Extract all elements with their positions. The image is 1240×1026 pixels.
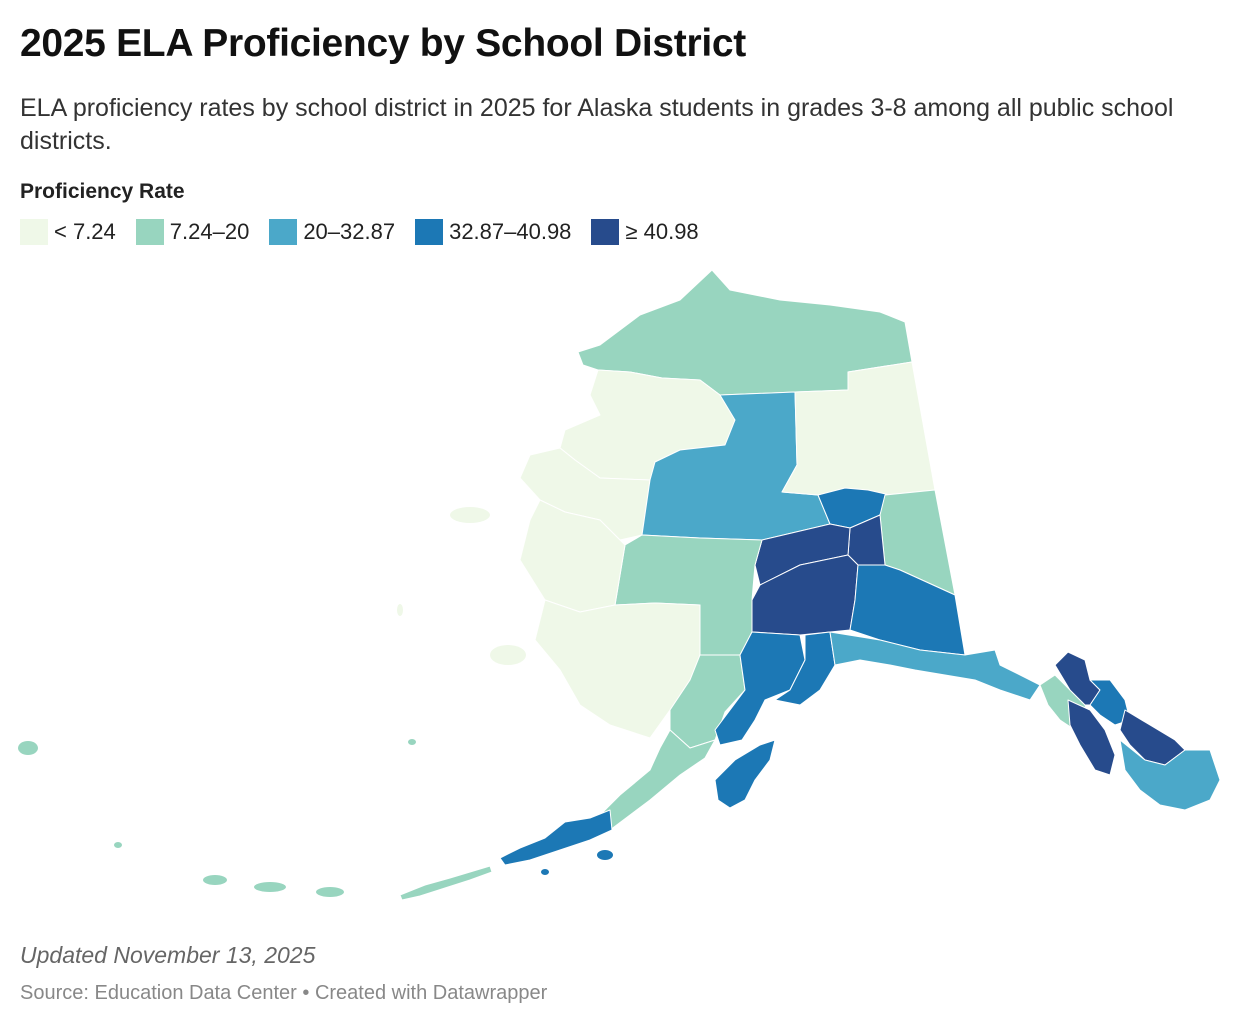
island-atka <box>316 887 344 897</box>
district-region[interactable] <box>829 631 1041 701</box>
legend-swatch <box>20 219 48 245</box>
legend-label: 32.87–40.98 <box>449 219 572 244</box>
district-region[interactable] <box>599 729 716 831</box>
district-region[interactable] <box>1119 739 1221 811</box>
legend-swatch <box>415 219 444 245</box>
island-rat-islands <box>203 875 227 885</box>
legend-label: < 7.24 <box>54 219 116 244</box>
district-region[interactable] <box>1067 699 1116 776</box>
island-st-lawrence <box>450 507 490 523</box>
source-note: Source: Education Data Center • Created … <box>20 982 548 1004</box>
alaska-district-map <box>18 269 1221 901</box>
island-attu <box>18 741 38 755</box>
legend-item-bin-2: 7.24–20 <box>135 219 250 245</box>
legend-label: ≥ 40.98 <box>625 219 699 244</box>
island-sanak <box>541 869 549 875</box>
district-region[interactable] <box>499 809 613 866</box>
legend-item-bin-3: 20–32.87 <box>269 219 395 245</box>
legend: < 7.24 7.24–20 20–32.87 32.87–40.98 ≥ 40… <box>20 219 719 245</box>
legend-swatch <box>591 219 620 245</box>
island-nunivak <box>490 645 526 665</box>
legend-label: 7.24–20 <box>169 219 250 244</box>
district-region[interactable] <box>399 865 493 901</box>
legend-swatch <box>269 219 298 245</box>
district-region[interactable] <box>519 447 651 541</box>
island-shumagin <box>597 850 613 860</box>
district-region[interactable] <box>714 631 806 746</box>
island-pribilof <box>408 739 416 745</box>
island-st-matthew <box>397 604 403 616</box>
chart-title: 2025 ELA Proficiency by School District <box>20 22 746 65</box>
legend-label: 20–32.87 <box>303 219 396 244</box>
chart-subtitle: ELA proficiency rates by school district… <box>20 94 1174 155</box>
island-andreanof <box>254 882 286 892</box>
legend-swatch <box>135 219 164 245</box>
legend-item-bin-1: < 7.24 <box>20 219 116 245</box>
legend-item-bin-5: ≥ 40.98 <box>591 219 699 245</box>
legend-item-bin-4: 32.87–40.98 <box>415 219 571 245</box>
updated-note: Updated November 13, 2025 <box>20 942 316 968</box>
district-region[interactable] <box>714 739 776 809</box>
district-region[interactable] <box>1089 679 1131 726</box>
island-western-aleutian <box>114 842 122 848</box>
legend-title: Proficiency Rate <box>20 180 185 203</box>
